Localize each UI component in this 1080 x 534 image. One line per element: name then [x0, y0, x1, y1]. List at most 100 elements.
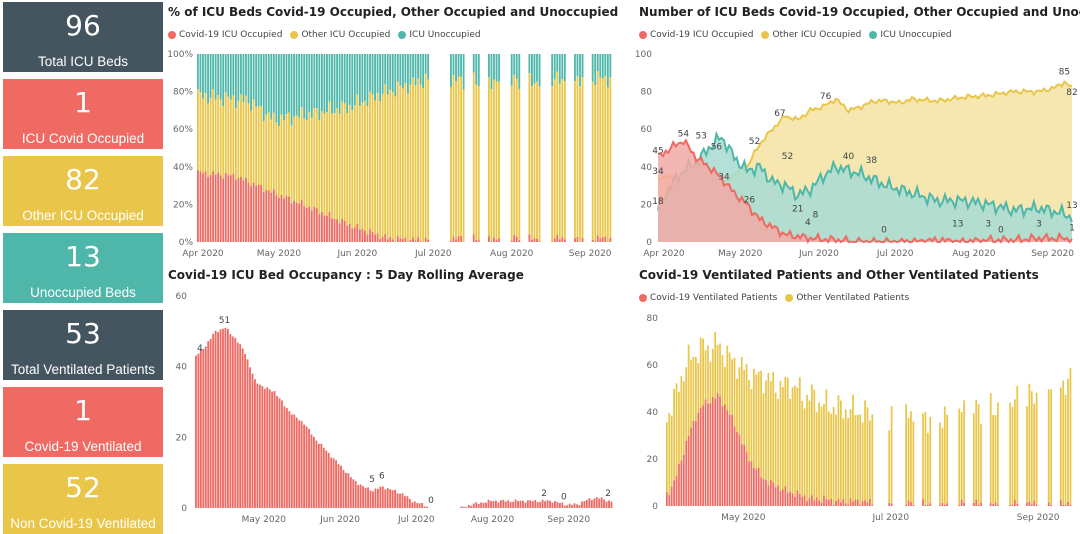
bar-covid-ventilated — [823, 495, 825, 506]
bar-other-occupied — [488, 77, 490, 236]
bar-other-occupied — [417, 79, 419, 238]
bar-rolling-average — [362, 486, 364, 508]
bar-other-occupied — [202, 99, 204, 174]
bar-other-occupied — [212, 89, 214, 171]
bar-other-occupied — [296, 116, 298, 203]
bar-other-ventilated — [929, 417, 931, 504]
bar-other-ventilated — [690, 360, 692, 428]
bar-rolling-average — [517, 501, 519, 508]
y-tick-label: 80 — [647, 314, 659, 324]
bar-other-ventilated — [775, 393, 777, 488]
bar-other-ventilated — [765, 380, 767, 480]
bar-other-occupied — [559, 84, 561, 240]
bar-covid-occupied — [516, 237, 518, 242]
bar-unoccupied — [551, 54, 553, 86]
bar-rolling-average — [475, 502, 477, 508]
bar-covid-ventilated — [826, 499, 828, 506]
bar-covid-ventilated — [719, 396, 721, 506]
bar-rolling-average — [212, 334, 214, 508]
kpi-unoccupied-beds: 13 Unoccupied Beds — [3, 233, 163, 303]
bar-covid-occupied — [359, 230, 361, 242]
bar-other-ventilated — [695, 357, 697, 421]
bar-unoccupied — [389, 54, 391, 89]
bar-covid-ventilated — [1070, 505, 1072, 506]
bar-rolling-average — [306, 426, 308, 508]
bar-unoccupied — [255, 54, 257, 107]
bar-rolling-average — [330, 458, 332, 508]
bar-covid-occupied — [331, 218, 333, 242]
bar-other-ventilated — [676, 383, 678, 475]
legend-item[interactable]: Covid-19 ICU Occupied — [168, 30, 282, 40]
x-tick-label: May 2020 — [721, 513, 766, 523]
bar-other-occupied — [351, 110, 353, 229]
bar-covid-occupied — [493, 238, 495, 242]
bar-rolling-average — [483, 503, 485, 508]
bar-rolling-average — [291, 415, 293, 508]
bar-other-occupied — [268, 112, 270, 190]
bar-rolling-average — [537, 502, 539, 508]
legend-dot-red-icon — [168, 31, 176, 39]
bar-rolling-average — [288, 411, 290, 508]
bar-other-ventilated — [801, 401, 803, 497]
bar-unoccupied — [377, 54, 379, 93]
bar-covid-ventilated — [811, 495, 813, 506]
bar-other-ventilated — [678, 392, 680, 464]
bar-covid-ventilated — [813, 500, 815, 506]
bar-other-ventilated — [1033, 404, 1035, 501]
bar-rolling-average — [296, 418, 298, 508]
bar-other-ventilated — [1016, 386, 1018, 504]
legend-item[interactable]: Covid-19 Ventilated Patients — [639, 293, 777, 303]
bar-unoccupied — [336, 54, 338, 108]
bar-other-occupied — [205, 93, 207, 171]
bar-unoccupied — [488, 54, 490, 77]
bar-other-ventilated — [729, 353, 731, 415]
bar-unoccupied — [417, 54, 419, 79]
bar-unoccupied — [205, 54, 207, 93]
bar-other-ventilated — [850, 409, 852, 498]
bar-unoccupied — [405, 54, 407, 83]
bar-covid-occupied — [334, 219, 336, 242]
bar-rolling-average — [583, 501, 585, 508]
bar-unoccupied — [359, 54, 361, 106]
bar-other-ventilated — [852, 395, 854, 502]
bar-other-ventilated — [726, 346, 728, 410]
bar-covid-occupied — [528, 234, 530, 242]
bar-covid-ventilated — [717, 393, 719, 506]
bar-other-occupied — [518, 89, 520, 241]
bar-rolling-average — [242, 348, 244, 508]
bar-other-ventilated — [743, 370, 745, 445]
bar-covid-occupied — [316, 208, 318, 242]
legend-item[interactable]: Other ICU Occupied — [761, 30, 861, 40]
legend-item[interactable]: Other ICU Occupied — [290, 30, 390, 40]
bar-other-ventilated — [671, 416, 673, 487]
legend-item[interactable]: Covid-19 ICU Occupied — [639, 30, 753, 40]
bar-covid-occupied — [293, 201, 295, 242]
bar-covid-ventilated — [809, 498, 811, 506]
bar-other-occupied — [275, 122, 277, 195]
bar-other-ventilated — [697, 363, 699, 413]
bar-covid-occupied — [346, 226, 348, 242]
bar-unoccupied — [609, 54, 611, 77]
legend-item[interactable]: ICU Unoccupied — [869, 30, 951, 40]
bar-rolling-average — [510, 502, 512, 508]
bar-unoccupied — [556, 54, 558, 71]
bar-unoccupied — [235, 54, 237, 108]
legend-item[interactable]: ICU Unoccupied — [398, 30, 480, 40]
bar-other-ventilated — [799, 377, 801, 494]
bar-other-occupied — [597, 71, 599, 236]
bar-covid-ventilated — [830, 499, 832, 506]
chart-title-roll: Covid-19 ICU Bed Occupancy : 5 Day Rolli… — [168, 268, 524, 282]
bar-other-ventilated — [722, 355, 724, 406]
bar-covid-ventilated — [765, 480, 767, 506]
bar-other-occupied — [415, 86, 417, 241]
bar-unoccupied — [286, 54, 288, 114]
legend-item[interactable]: Other Ventilated Patients — [785, 293, 909, 303]
bar-covid-ventilated — [922, 499, 924, 506]
bar-covid-ventilated — [702, 406, 704, 506]
bar-other-occupied — [453, 75, 455, 237]
bar-covid-occupied — [237, 178, 239, 242]
bar-covid-ventilated — [978, 505, 980, 506]
bar-unoccupied — [291, 54, 293, 126]
